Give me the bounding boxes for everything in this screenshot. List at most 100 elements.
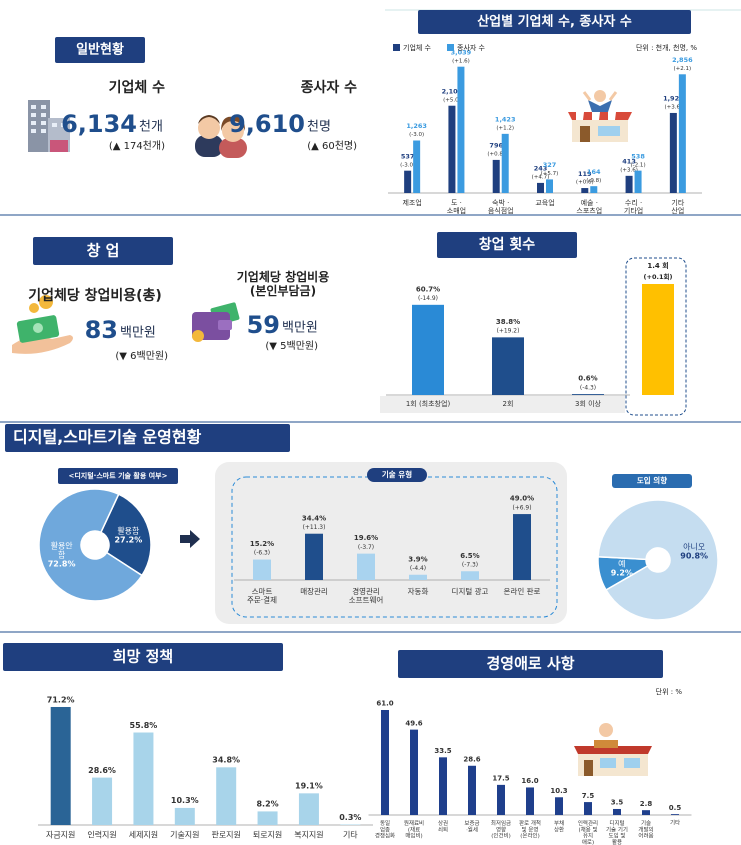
value-label: 28.6% — [88, 766, 116, 775]
header-box — [55, 37, 145, 63]
bar — [492, 337, 524, 395]
bar — [572, 394, 604, 395]
slice-value: 27.2% — [114, 536, 142, 545]
change-label: (+11.3) — [303, 524, 326, 531]
money-icon — [12, 295, 73, 354]
bar — [357, 553, 375, 580]
kpi-unit: 천명 — [307, 120, 331, 135]
header-title: 창업 횟수 — [479, 236, 536, 253]
bar — [678, 74, 686, 193]
header-title: 디지털,스마트기술 운영현황 — [13, 428, 202, 447]
x-tick-label: 교육업 — [535, 199, 554, 207]
x-tick-label: 제조업 — [402, 199, 421, 207]
value-label: 243 — [534, 165, 548, 173]
bar — [642, 810, 650, 815]
bar — [133, 732, 154, 825]
value-label: 3.5 — [611, 799, 624, 807]
header-box — [58, 468, 178, 484]
x-tick-label: 원재료비 (재료 매입비) — [404, 819, 424, 840]
bar — [381, 709, 389, 815]
value-label: 10.3% — [171, 796, 199, 805]
legend-swatch — [393, 44, 400, 51]
value-label: 16.0 — [521, 777, 538, 785]
header-box — [612, 474, 692, 488]
average-box — [625, 257, 687, 416]
change-label: (-0.8) — [586, 178, 601, 184]
slice-label: 활용함 — [117, 525, 140, 535]
x-tick-label: 퇴로지원 — [253, 831, 282, 840]
bar — [537, 182, 544, 193]
x-tick-label: 보증금 ·월세 — [464, 820, 479, 833]
bar — [468, 765, 476, 815]
bar — [50, 706, 71, 825]
slice-label: 활용안 함 — [51, 540, 74, 559]
value-label: 3,039 — [451, 48, 472, 56]
bar — [671, 814, 679, 815]
bar — [492, 159, 500, 193]
value-label: 2,100 — [442, 87, 463, 95]
bar — [305, 533, 323, 580]
header-box — [367, 468, 427, 482]
change-label: (+5.7) — [541, 171, 559, 177]
panel — [215, 462, 567, 624]
value-label: 0.6% — [578, 375, 597, 383]
value-label: 49.6 — [405, 719, 422, 727]
bar — [625, 175, 633, 193]
value-label: 3.9% — [408, 555, 427, 563]
bar — [174, 807, 195, 825]
bar — [526, 787, 534, 815]
change-label: (+3.6) — [620, 167, 638, 173]
kpi-change: (▲ 174천개) — [109, 140, 165, 152]
kpi-value: 9,610 — [229, 110, 305, 138]
value-label: 164 — [587, 168, 601, 176]
x-tick-label: 동일 업종 경쟁심화 — [375, 819, 395, 840]
value-label: 1,263 — [406, 122, 427, 130]
change-label: (+0.8) — [487, 152, 505, 158]
bar — [513, 514, 531, 580]
x-tick-label: 기타 — [343, 831, 358, 840]
bar — [92, 777, 113, 825]
value-label: 61.0 — [376, 700, 393, 708]
bar — [413, 140, 421, 193]
bar — [404, 170, 412, 193]
change-label: (+1.6) — [452, 58, 470, 64]
change-label: (-3.0) — [400, 162, 415, 168]
bar — [581, 188, 589, 193]
kpi-label: 종사자 수 — [301, 80, 358, 96]
bar — [555, 797, 563, 815]
x-tick-label: 온라인 판로 — [504, 586, 541, 596]
value-label: 28.6 — [463, 755, 480, 763]
x-tick-label: 도 · 소매업 — [447, 199, 466, 215]
slice-label: 예 — [618, 559, 625, 569]
change-label: (+6.9) — [512, 504, 531, 511]
x-tick-label: 3회 이상 — [575, 399, 602, 408]
change-label: (+4.7) — [532, 175, 550, 181]
bar — [412, 304, 444, 395]
value-label: 0.5 — [669, 804, 682, 812]
value-label: 538 — [631, 152, 645, 160]
header-title: 희망 정책 — [113, 648, 173, 666]
bar — [497, 784, 505, 815]
bar — [253, 559, 271, 580]
x-tick-label: 기타 — [670, 819, 680, 827]
value-label: 49.0% — [510, 495, 534, 503]
x-tick-label: 세제지원 — [129, 831, 158, 840]
header-title: 산업별 기업체 수, 종사자 수 — [477, 14, 632, 30]
bar — [461, 571, 479, 580]
legend-swatch — [447, 44, 454, 51]
value-label: 119 — [578, 170, 592, 178]
x-tick-label: 디지털 광고 — [452, 586, 489, 596]
change-label: (+3.6) — [665, 105, 683, 111]
x-tick-label: 기타 산업 — [671, 198, 684, 215]
value-label: 327 — [543, 161, 557, 169]
header-title: 창 업 — [87, 242, 120, 260]
x-tick-label: 판로지원 — [211, 831, 240, 840]
value-label: 34.4% — [302, 514, 326, 522]
value-label: 2,856 — [672, 56, 693, 64]
x-tick-label: 인력관리 (채용 및 유지 애로) — [578, 819, 598, 845]
kpi-change: (▲ 60천명) — [307, 140, 357, 152]
header-box — [437, 232, 577, 258]
value-label: 537 — [401, 152, 415, 160]
people-icon — [195, 115, 247, 158]
